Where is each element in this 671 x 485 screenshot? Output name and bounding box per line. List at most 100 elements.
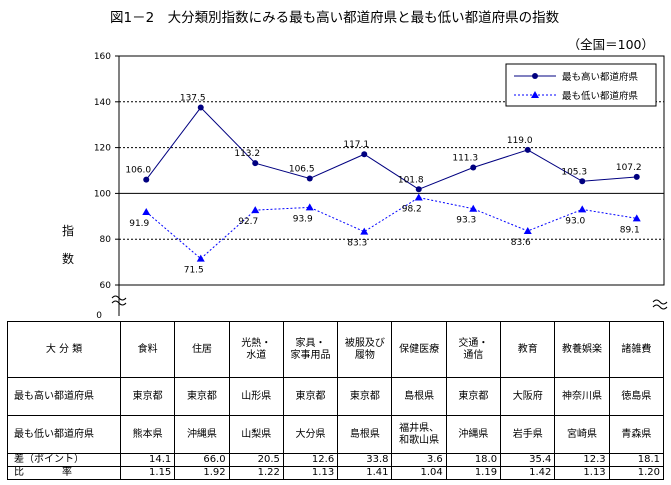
y-tick-label-140: 140 [94,98,111,108]
series-2-point-4 [305,203,314,211]
table-row-difference: 差（ポイント） 14.1 66.0 20.5 12.6 33.8 3.6 18.0 35.4 12… [7,453,665,467]
series-1-point-7 [470,164,477,171]
series-1-point-1 [143,176,150,183]
table-cell: 徳島県 [608,377,665,416]
table-cell: 山形県 [228,377,284,416]
table-cell: 東京都 [282,377,339,416]
table-cell: 3.6 [391,453,447,467]
table-cell: 1.13 [282,466,339,480]
row-label-2: 最も低い都道府県 [7,415,121,454]
series-2-label-1: 91.9 [129,219,149,229]
series-2-point-6 [414,193,423,201]
series-1-label-5: 117.1 [343,140,369,150]
table-cell: 東京都 [174,377,230,416]
table-cat-1: 食料 [119,321,176,378]
y-axis-label-char-1: 指 [62,224,75,238]
axis-break-left-lower [111,300,127,306]
table-cell: 沖縄県 [174,415,230,454]
series-1-point-2 [197,104,204,111]
table-cell: 1.04 [391,466,447,480]
table-cell: 1.13 [554,466,610,480]
table-row-ratio: 比 率 1.15 1.92 1.22 1.13 1.41 1.04 1.19 1.42 1.13 1… [7,466,665,480]
series-1-label-3: 113.2 [234,149,260,159]
table-cell: 大阪府 [500,377,556,416]
axis-break-right-upper [652,299,668,305]
chart-title: 図1－2 大分類別指数にみる最も高い都道府県と最も低い都道府県の指数 [110,10,560,26]
table-cat-5: 被服及び 履物 [337,321,393,378]
series-2-point-3 [251,206,260,214]
series-1-point-9 [579,178,586,185]
series-1-label-9: 105.3 [561,167,587,177]
series-1-point-5 [361,151,368,158]
series-1-label-7: 111.3 [452,154,478,164]
table-cell: 大分県 [282,415,339,454]
legend-label-1: 最も高い都道府県 [562,71,639,83]
series-1-label-1: 106.0 [125,166,151,176]
table-header-label: 大 分 類 [7,321,121,378]
series-line-1 [145,106,637,190]
series-1-label-6: 101.8 [398,175,424,185]
series-2-point-7 [469,204,478,212]
y-tick-label-80: 80 [100,235,112,245]
table-cell: 熊本県 [119,415,176,454]
table-cell: 岩手県 [500,415,556,454]
table-cell: 1.15 [119,466,176,480]
y-tick-label-100: 100 [94,189,111,199]
row-label-3: 差（ポイント） [7,453,121,467]
table-header-row: 大 分 類 食料 住居 光熱・ 水道 家具・ 家事用品 被服及び 履物 保健医療 交通… [7,321,665,378]
axis-break-left-upper [111,295,127,301]
legend-box [505,63,657,107]
table-cell: 1.42 [500,466,556,480]
series-2-point-1 [142,207,151,215]
series-2-point-5 [360,227,369,235]
table-cat-10: 諸雑費 [608,321,665,378]
y-tick-label-60: 60 [100,281,112,291]
table-cat-3: 光熱・ 水道 [228,321,284,378]
series-2-label-4: 93.9 [293,214,313,224]
series-1-label-2: 137.5 [180,94,206,104]
line-chart: 60 80 100 120 140 160 0 106.0 137.5 113.2 106.5 117… [94,52,668,321]
table-cell: 島根県 [391,377,447,416]
table-cell: 14.1 [119,453,176,467]
table-cell: 33.8 [337,453,393,467]
legend-label-2: 最も低い都道府県 [562,90,639,102]
table-cat-7: 交通・ 通信 [445,321,502,378]
y-tick-label-zero: 0 [96,311,102,321]
series-2-label-8: 83.6 [511,238,531,248]
plot-area-frame [118,55,665,286]
series-1-label-8: 119.0 [507,136,533,146]
series-2-label-3: 92.7 [238,217,258,227]
series-1-label-4: 106.5 [289,165,315,175]
series-2-label-10: 89.1 [620,225,640,235]
series-2-label-2: 71.5 [184,266,204,276]
y-tick-label-120: 120 [94,144,111,154]
series-2-label-5: 83.3 [347,239,367,249]
table-cell: 東京都 [337,377,393,416]
table-cell: 福井県、 和歌山県 [391,415,447,454]
table-cell: 宮崎県 [554,415,610,454]
row-label-4: 比 率 [7,466,121,480]
table-cell: 1.41 [337,466,393,480]
series-2-point-9 [578,205,587,213]
table-cell: 12.3 [554,453,610,467]
chart-subtitle: （全国＝100） [567,37,654,52]
y-tick-label-160: 160 [94,52,111,62]
table-cell: 18.1 [608,453,665,467]
table-cell: 1.92 [174,466,230,480]
table-cat-9: 教養娯楽 [554,321,610,378]
series-1-label-10: 107.2 [616,163,642,173]
table-cat-4: 家具・ 家事用品 [282,321,339,378]
series-2-label-6: 98.2 [402,205,422,215]
series-1-point-4 [306,175,313,182]
legend-marker-1 [532,73,538,79]
table-cell: 神奈川県 [554,377,610,416]
axis-break-right-lower [652,304,668,310]
series-1-point-6 [415,186,422,193]
series-2-point-2 [196,254,205,262]
series-1-point-3 [252,160,259,167]
table-cell: 35.4 [500,453,556,467]
table-row-highest: 最も高い都道府県 東京都 東京都 山形県 東京都 東京都 島根県 東京都 大阪府 神奈川県 徳島県 [7,377,665,416]
table-cat-2: 住居 [174,321,230,378]
table-cell: 1.20 [608,466,665,480]
table-cat-6: 保健医療 [391,321,447,378]
